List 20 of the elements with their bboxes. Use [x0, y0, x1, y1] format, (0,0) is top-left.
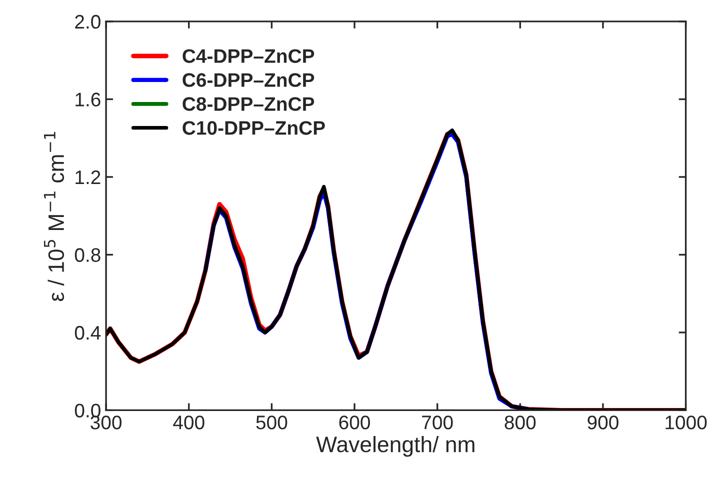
legend-label: C10-DPP–ZnCP [182, 121, 325, 135]
y-tick-label: 1.2 [76, 170, 100, 184]
x-tick-label: 500 [256, 416, 288, 430]
y-tick-label: 0.8 [74, 248, 100, 262]
y-tick-label: 0.4 [74, 326, 101, 340]
legend-label: C4-DPP–ZnCP [182, 49, 314, 63]
y-axis-title: ε / 10$^{5}$ M$^{−1}$ cm$^{−1}$ [44, 132, 64, 302]
x-tick-label: 900 [588, 416, 618, 430]
y-tick-label: 2.0 [75, 14, 100, 29]
legend-label: C6-DPP–ZnCP [182, 73, 314, 87]
y-tick-label: 1.6 [76, 92, 100, 106]
x-tick-label: 800 [504, 416, 536, 430]
x-tick-label: 700 [422, 416, 453, 430]
x-tick-label: 1000 [666, 416, 707, 430]
x-tick-label: 300 [90, 416, 122, 430]
y-tick-label: 0.0 [74, 404, 100, 418]
x-tick-label: 400 [173, 416, 204, 430]
legend-label: C8-DPP–ZnCP [182, 97, 314, 111]
x-axis-title: Wavelength/ nm [316, 436, 474, 457]
x-tick-label: 600 [339, 416, 370, 430]
